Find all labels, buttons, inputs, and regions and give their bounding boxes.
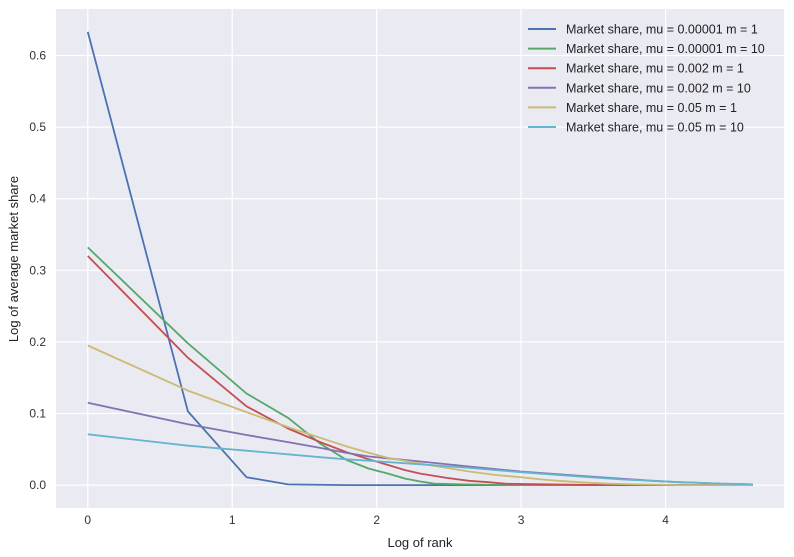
- legend-label-2: Market share, mu = 0.00001 m = 10: [566, 42, 765, 56]
- series-lines: [86, 31, 753, 487]
- x-tick-label: 2: [373, 513, 380, 527]
- tick-labels: 0 1 2 3 4 0.0 0.1 0.2 0.3 0.4 0.5 0.6: [29, 49, 669, 527]
- plot-background: [56, 9, 784, 508]
- y-tick-label: 0.5: [29, 120, 46, 134]
- legend: Market share, mu = 0.00001 m = 1 Market s…: [528, 23, 765, 135]
- y-tick-label: 0.1: [29, 406, 46, 420]
- legend-label-1: Market share, mu = 0.00001 m = 1: [566, 23, 758, 37]
- y-axis-label: Log of average market share: [6, 176, 21, 342]
- x-tick-label: 0: [84, 513, 91, 527]
- y-tick-label: 0.4: [29, 192, 46, 206]
- y-tick-label: 0.3: [29, 263, 46, 277]
- grid: [56, 9, 784, 508]
- x-axis-label: Log of rank: [387, 535, 453, 550]
- series-line-5: [87, 344, 753, 487]
- series-line-3: [87, 255, 753, 487]
- series-line-2: [87, 246, 753, 487]
- x-tick-label: 1: [229, 513, 236, 527]
- x-tick-label: 4: [662, 513, 669, 527]
- legend-label-6: Market share, mu = 0.05 m = 10: [566, 121, 744, 135]
- y-tick-label: 0.6: [29, 49, 46, 63]
- legend-label-5: Market share, mu = 0.05 m = 1: [566, 101, 737, 115]
- legend-label-3: Market share, mu = 0.002 m = 1: [566, 62, 744, 76]
- series-line-1: [86, 31, 753, 487]
- y-tick-label: 0.0: [29, 478, 46, 492]
- y-tick-label: 0.2: [29, 335, 46, 349]
- legend-label-4: Market share, mu = 0.002 m = 10: [566, 81, 751, 95]
- series-line-6: [87, 433, 753, 486]
- x-tick-label: 3: [518, 513, 525, 527]
